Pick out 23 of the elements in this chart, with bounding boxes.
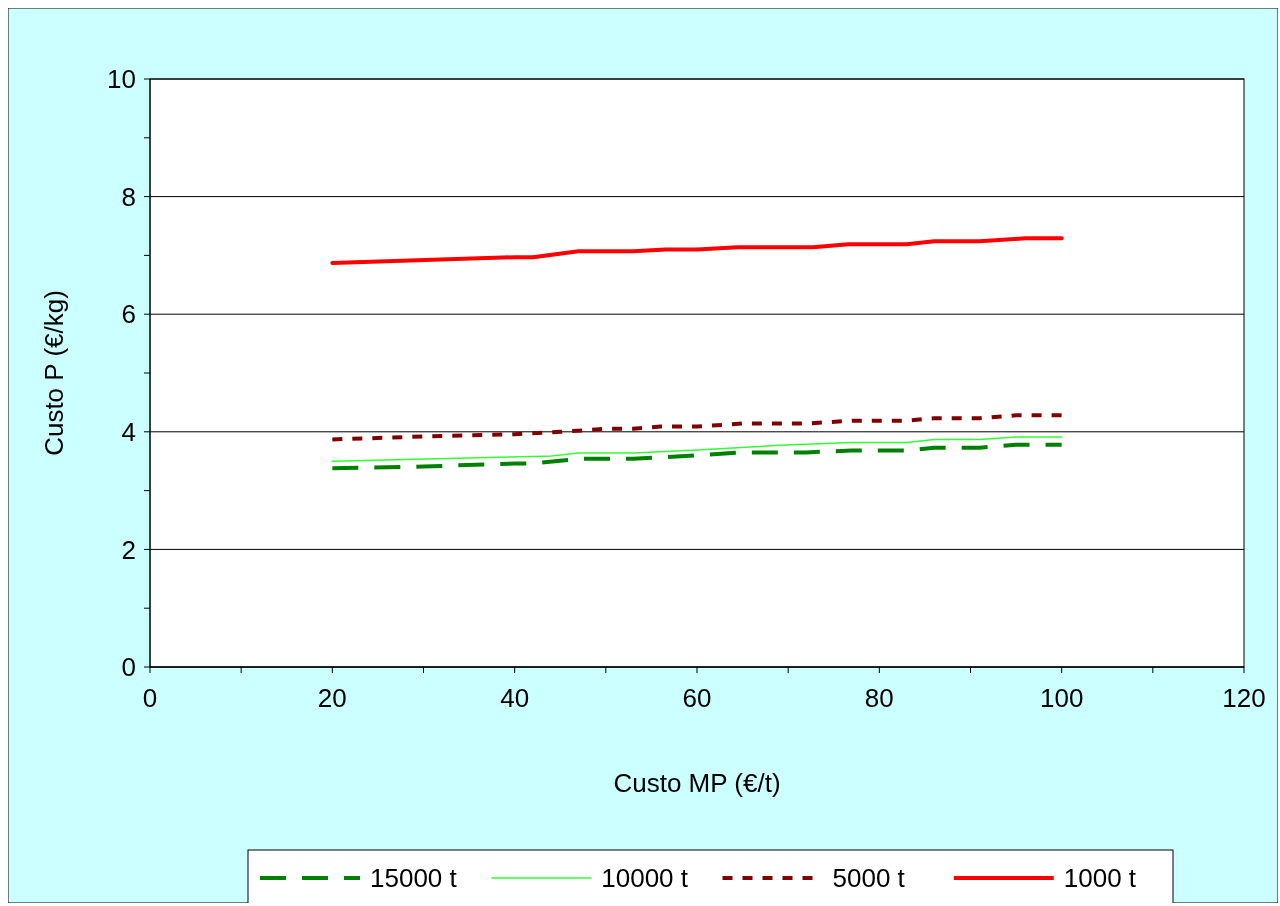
legend-label: 15000 t xyxy=(370,863,458,894)
x-tick-label: 0 xyxy=(142,683,158,713)
y-tick-label: 2 xyxy=(121,534,136,565)
y-tick-label: 10 xyxy=(107,64,136,95)
x-axis-title: Custo MP (€/t) xyxy=(613,768,781,798)
y-tick-label: 4 xyxy=(121,416,136,447)
y-tick-label: 6 xyxy=(121,299,136,330)
x-tick-label: 20 xyxy=(317,683,347,713)
y-axis-title: Custo P (€/kg) xyxy=(39,290,69,456)
line-series xyxy=(331,436,1063,462)
legend-label: 10000 t xyxy=(601,863,689,894)
x-tick-label: 100 xyxy=(1039,683,1084,713)
line-series xyxy=(330,413,1064,442)
legend-label: 1000 t xyxy=(1063,863,1137,894)
y-tick-label: 0 xyxy=(121,652,136,683)
legend-label: 5000 t xyxy=(832,863,906,894)
x-tick-label: 80 xyxy=(864,683,894,713)
x-tick-label: 60 xyxy=(682,683,712,713)
y-tick-label: 8 xyxy=(121,181,136,212)
line-series xyxy=(330,442,1064,471)
x-tick-label: 40 xyxy=(500,683,530,713)
x-tick-label: 120 xyxy=(1222,683,1266,713)
line-series xyxy=(330,236,1064,266)
